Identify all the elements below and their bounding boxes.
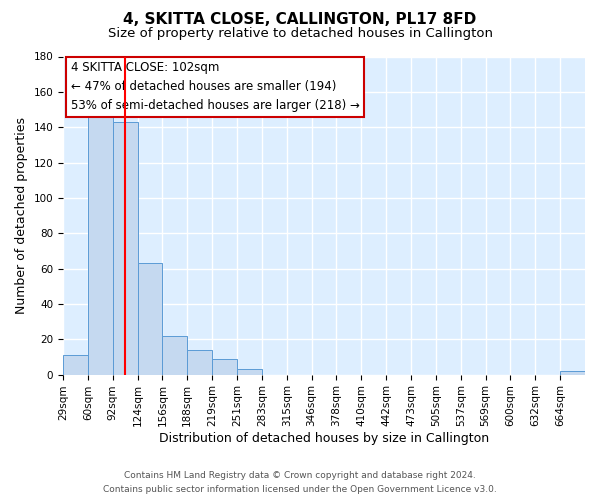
X-axis label: Distribution of detached houses by size in Callington: Distribution of detached houses by size … — [159, 432, 489, 445]
Bar — [212, 358, 237, 374]
Bar — [187, 350, 212, 374]
Text: Contains HM Land Registry data © Crown copyright and database right 2024.
Contai: Contains HM Land Registry data © Crown c… — [103, 472, 497, 494]
Bar — [88, 110, 113, 374]
Bar — [63, 355, 88, 374]
Bar — [237, 370, 262, 374]
Bar — [560, 371, 585, 374]
Text: 4 SKITTA CLOSE: 102sqm
← 47% of detached houses are smaller (194)
53% of semi-de: 4 SKITTA CLOSE: 102sqm ← 47% of detached… — [71, 62, 360, 112]
Text: 4, SKITTA CLOSE, CALLINGTON, PL17 8FD: 4, SKITTA CLOSE, CALLINGTON, PL17 8FD — [124, 12, 476, 28]
Bar — [137, 264, 163, 374]
Text: Size of property relative to detached houses in Callington: Size of property relative to detached ho… — [107, 28, 493, 40]
Bar — [113, 122, 137, 374]
Bar — [163, 336, 187, 374]
Y-axis label: Number of detached properties: Number of detached properties — [15, 117, 28, 314]
